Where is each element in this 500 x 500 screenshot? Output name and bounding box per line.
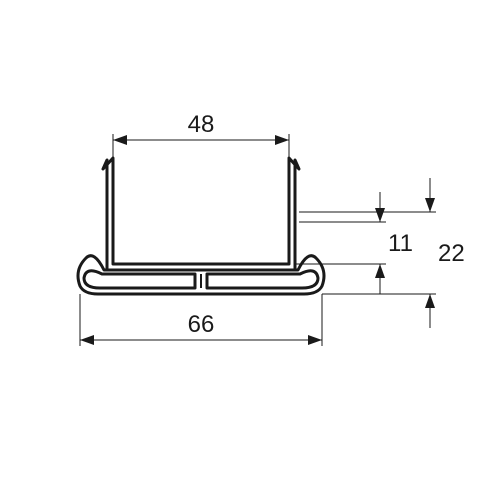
dim-label-22: 22: [438, 240, 465, 267]
dim-label-66: 66: [188, 311, 215, 338]
channel-profile: [103, 158, 299, 270]
dim-label-11: 11: [388, 230, 413, 257]
dim-label-48: 48: [188, 111, 215, 138]
